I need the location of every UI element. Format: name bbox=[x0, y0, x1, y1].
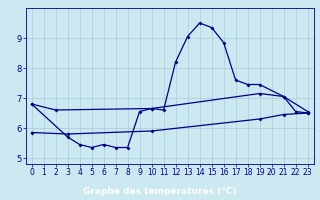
Text: Graphe des températures (°C): Graphe des températures (°C) bbox=[83, 186, 237, 196]
